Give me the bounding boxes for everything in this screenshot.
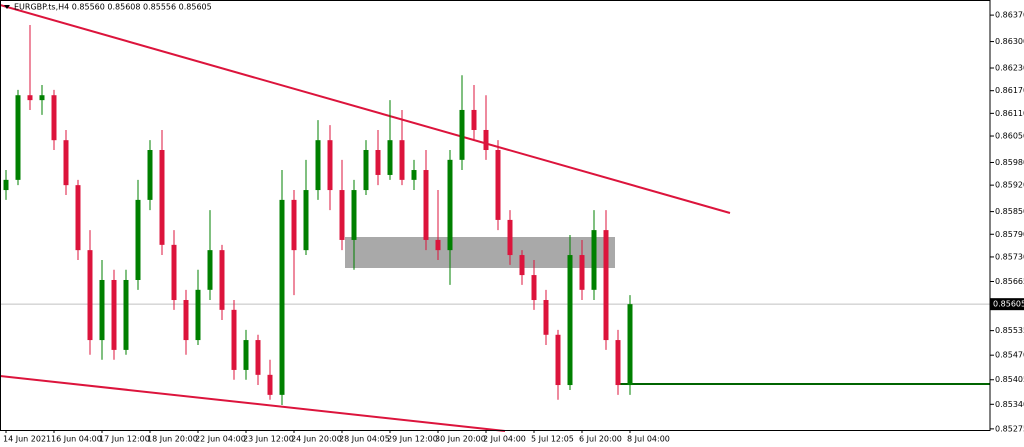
plot <box>0 24 990 406</box>
candle-body <box>63 140 69 186</box>
candle-body <box>387 140 393 175</box>
candle-body <box>243 340 249 370</box>
candle-body <box>603 230 609 341</box>
x-tick-label: 8 Jul 04:00 <box>627 435 670 444</box>
candle-body <box>627 304 633 386</box>
candle-body <box>147 150 153 200</box>
x-tick-label: 22 Jun 04:00 <box>195 435 246 444</box>
candle-body <box>459 109 465 160</box>
candle-body <box>375 150 381 175</box>
candle-body <box>495 150 501 220</box>
candle-body <box>327 140 333 191</box>
candle-body <box>27 95 33 101</box>
candle-body <box>423 170 429 240</box>
candle-body <box>99 279 105 341</box>
x-tick-label: 30 Jun 20:00 <box>435 435 486 444</box>
zone-rectangle <box>345 237 615 268</box>
candle-body <box>135 199 141 280</box>
candle-body <box>219 250 225 310</box>
candle-body <box>471 109 477 130</box>
candle-body <box>411 170 417 180</box>
candle-body <box>447 159 453 251</box>
chart-title: EURGBP.ts,H4 0.85560 0.85608 0.85556 0.8… <box>14 3 212 12</box>
candle-body <box>435 239 441 251</box>
candle-body <box>267 374 273 395</box>
candle-body <box>111 279 117 350</box>
candle-body <box>519 255 525 276</box>
y-tick-label: 0.85665 <box>995 277 1024 286</box>
candle-body <box>183 300 189 341</box>
candle-body <box>39 95 45 101</box>
x-tick-label: 5 Jul 12:05 <box>531 435 574 444</box>
current-price-label: 0.85605 <box>993 300 1024 309</box>
candle-body <box>483 129 489 151</box>
y-tick-label: 0.85405 <box>995 375 1024 384</box>
candle-body <box>291 199 297 251</box>
candle-body <box>615 340 621 386</box>
x-tick-label: 16 Jun 04:00 <box>51 435 102 444</box>
candle-body <box>3 179 9 191</box>
x-tick-label: 14 Jun 2021 <box>3 435 51 444</box>
candle-body <box>87 250 93 341</box>
candle-body <box>315 140 321 191</box>
candle-body <box>507 219 513 256</box>
candle-body <box>279 199 285 395</box>
x-tick-label: 29 Jun 12:00 <box>387 435 438 444</box>
candle-body <box>51 95 57 141</box>
x-tick-label: 23 Jun 12:00 <box>243 435 294 444</box>
menu-icon[interactable] <box>4 5 10 9</box>
plot-border <box>0 0 991 431</box>
candle-body <box>15 95 21 180</box>
x-tick-label: 2 Jul 04:00 <box>483 435 526 444</box>
candle-body <box>567 255 573 386</box>
y-tick-label: 0.85535 <box>995 326 1024 335</box>
candle-body <box>555 334 561 386</box>
candle-body <box>351 190 357 240</box>
candle-body <box>195 289 201 341</box>
candle-body <box>531 275 537 301</box>
candle-body <box>339 190 345 240</box>
candle-body <box>231 309 237 370</box>
candle-body <box>579 255 585 290</box>
candle-body <box>159 150 165 245</box>
candle-body <box>543 300 549 335</box>
candle-body <box>399 140 405 180</box>
candle-body <box>591 230 597 290</box>
upper-trendline <box>0 4 731 214</box>
x-tick-label: 28 Jun 04:05 <box>339 435 390 444</box>
lower-trendline <box>0 375 506 432</box>
candle-body <box>123 279 129 350</box>
x-tick-label: 6 Jul 20:00 <box>579 435 622 444</box>
candle-body <box>303 190 309 251</box>
candle-body <box>171 244 177 301</box>
candle-body <box>363 150 369 191</box>
y-tick-label: 0.85275 <box>995 424 1024 433</box>
candle-body <box>207 250 213 290</box>
candle-body <box>255 340 261 375</box>
candle-body <box>75 185 81 251</box>
x-tick-label: 24 Jun 20:00 <box>291 435 342 444</box>
x-tick-label: 18 Jun 20:00 <box>147 435 198 444</box>
x-tick-label: 17 Jun 12:00 <box>99 435 150 444</box>
current-price-box <box>990 298 1024 311</box>
